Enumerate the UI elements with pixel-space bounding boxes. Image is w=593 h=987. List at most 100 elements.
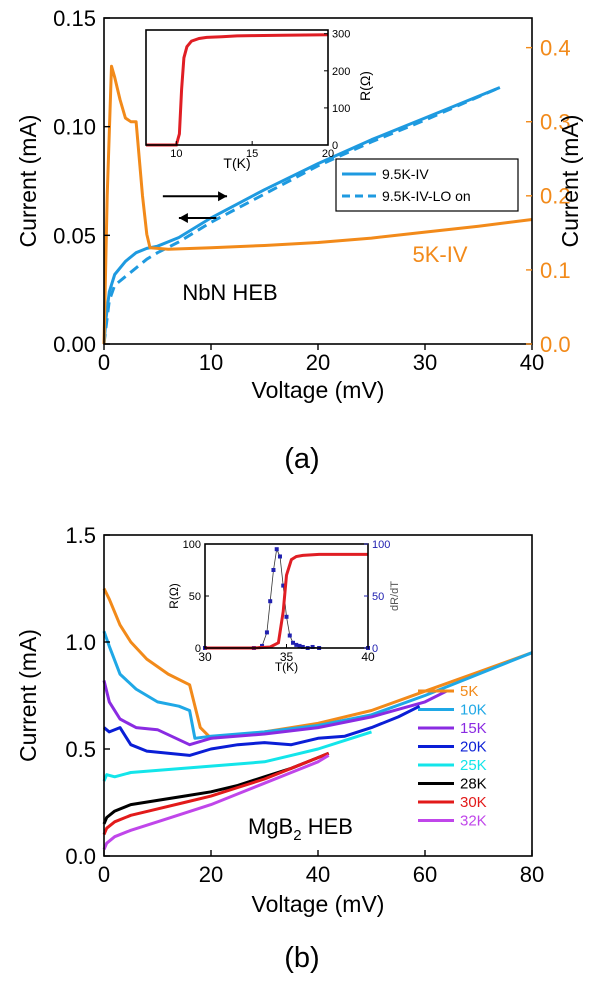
a-xtick-label: 30 (413, 350, 437, 375)
b-xtick-label: 0 (98, 862, 110, 887)
inset-b-ytick-label: 100 (183, 539, 201, 551)
inset-b-drdt-point (268, 599, 273, 604)
a-right-ytick-label: 0.2 (540, 184, 571, 209)
inset-b-xtick-label: 40 (361, 650, 375, 664)
inset-a-ytick-label: 200 (332, 66, 350, 78)
series-line-25k (102, 730, 372, 782)
annotation-part: MgB (248, 814, 293, 839)
inset-b-xtick-label: 35 (280, 650, 294, 664)
b-left-ytick-label: 1.0 (65, 630, 96, 655)
inset-b-y2tick-label: 100 (372, 539, 390, 551)
inset-b-y2tick-label: 0 (372, 643, 378, 655)
a-xtick-label: 0 (98, 350, 110, 375)
inset-b-drdt-point (294, 642, 299, 647)
b-xtick-label: 20 (199, 862, 223, 887)
series-line-5k (102, 587, 533, 740)
inset-bg-b (205, 544, 368, 648)
inset-a-xtick-label: 15 (246, 148, 258, 160)
inset-a-xtick-label: 10 (170, 148, 182, 160)
b-left-ytick-label: 0.5 (65, 737, 96, 762)
x-axis-label-a: Voltage (mV) (252, 377, 385, 403)
inset-bg-a (146, 30, 328, 145)
inset-b-y2tick-label: 50 (372, 591, 384, 603)
y2-axis-label-a: Current (mA) (557, 115, 583, 248)
a-left-ytick-label: 0.10 (53, 115, 96, 140)
legend-label-32k: 32K (460, 813, 487, 830)
series-line-5k-iv (102, 64, 533, 345)
series-line-15k (102, 680, 448, 747)
inset-b-y-axis-label: R(Ω) (167, 583, 181, 609)
a-left-ytick-label: 0.00 (53, 332, 96, 357)
a-right-ytick-label: 0.4 (540, 36, 571, 61)
a-right-ytick-label: 0.1 (540, 258, 571, 283)
panel-b-label: (b) (284, 942, 319, 974)
b-xtick-label: 60 (413, 862, 437, 887)
inset-b-r-line (205, 552, 368, 650)
y-axis-label-a: Current (mA) (15, 115, 41, 248)
legend-label-9-5k-iv: 9.5K-IV (382, 166, 429, 182)
series-label-5k-iv: 5K-IV (412, 242, 467, 267)
inset-a-series-line (146, 33, 329, 147)
inset-b-drdt-point (291, 640, 296, 645)
inset-b-drdt-point (284, 614, 289, 619)
a-right-ytick-label: 0.0 (540, 332, 571, 357)
inset-b-drdt-point (281, 583, 286, 588)
legend-label-15k: 15K (460, 720, 487, 737)
inset-a-ytick-label: 100 (332, 103, 350, 115)
x-axis-label-b: Voltage (mV) (252, 891, 385, 917)
inset-b-drdt-point (310, 644, 315, 649)
b-xtick-label: 80 (520, 862, 544, 887)
legend-label-5k: 5K (460, 683, 478, 700)
panel-a: 0 10 20 30 40 0.00 0.05 0.10 0.15 0.0 0.1 0.2 0.3 0.4… (15, 6, 583, 403)
inset-a-ytick-label: 0 (332, 140, 338, 152)
annotation-part: HEB (302, 814, 353, 839)
y-axis-label-b: Current (mA) (15, 629, 41, 762)
series-line-9-5k-iv-lo-on (102, 86, 501, 345)
series-line-30k (102, 751, 330, 836)
inset-a-ytick-label: 300 (332, 29, 350, 41)
inset-b-drdt-point (277, 554, 282, 559)
a-left-ytick-label: 0.15 (53, 6, 96, 31)
inset-b-drdt-point (271, 568, 276, 572)
legend-label-20k: 20K (460, 739, 487, 756)
series-line-32k (102, 754, 330, 851)
inset-b-drdt-point (260, 643, 265, 648)
inset-b-y2-axis-label: dR/dT (389, 581, 401, 611)
annotation-subscript: 2 (293, 827, 301, 844)
series-line-20k (103, 704, 421, 757)
series-line-9-5k-iv (102, 86, 501, 345)
inset-a-xtick-label: 20 (322, 148, 334, 160)
legend-label-30k: 30K (460, 794, 487, 811)
b-left-ytick-label: 0.0 (65, 844, 96, 869)
arrow-left-head (178, 212, 188, 223)
a-xtick-label: 20 (306, 350, 330, 375)
inset-b-xtick-label: 30 (198, 650, 212, 664)
inset-a-x-axis-label: T(K) (223, 155, 250, 171)
annotation-mgb2-heb: MgB2 HEB (248, 814, 353, 844)
inset-a-y-axis-label: R(Ω) (357, 71, 373, 101)
inset-b-ytick-label: 0 (195, 643, 201, 655)
inset-frame-a (145, 29, 329, 146)
panel-a-label: (a) (284, 443, 319, 475)
a-xtick-label: 10 (199, 350, 223, 375)
series-line-10k (102, 630, 533, 740)
inset-b-drdt-point (297, 643, 302, 648)
legend-box-a (335, 158, 519, 212)
inset-b-drdt-point (264, 630, 269, 635)
annotation-nbn-heb: NbN HEB (182, 280, 277, 305)
inset-b-x-axis-label: T(K) (275, 660, 298, 674)
inset-b-ytick-label: 50 (189, 591, 201, 603)
inset-b-drdt-point (300, 644, 305, 649)
legend-label-28k: 28K (460, 776, 487, 793)
a-left-ytick-label: 0.05 (53, 223, 96, 248)
inset-b-drdt-point (287, 633, 292, 638)
b-left-ytick-label: 1.5 (65, 523, 96, 548)
legend-label-10k: 10K (460, 702, 487, 719)
legend-label-9-5k-iv-lo-on: 9.5K-IV-LO on (382, 188, 471, 204)
a-xtick-label: 40 (520, 350, 544, 375)
legend-label-25k: 25K (460, 757, 487, 774)
arrow-right-head (218, 191, 228, 202)
a-right-ytick-label: 0.3 (540, 110, 571, 135)
